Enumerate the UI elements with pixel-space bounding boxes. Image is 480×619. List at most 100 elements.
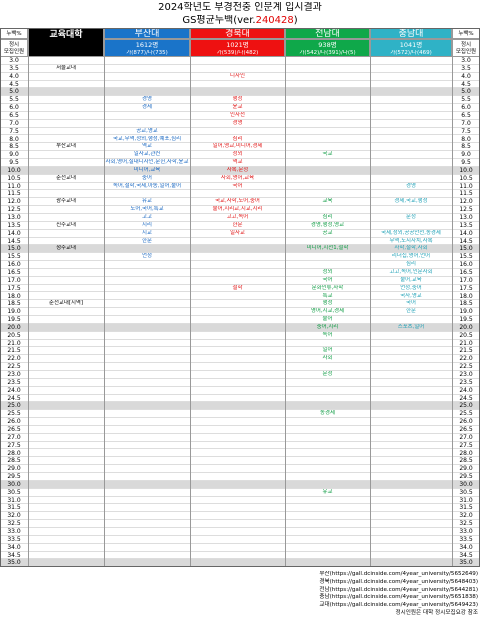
university-quota: 938명 가(542)/나(391)/다(5) [285, 39, 370, 57]
row-pct: 22.5 [7, 363, 21, 371]
row-pct: 21.0 [459, 339, 473, 347]
entry: 언정,중어 [400, 284, 422, 291]
row-pct: 14.0 [459, 229, 473, 237]
row-pct: 18.0 [7, 292, 21, 300]
row-pct: 22.0 [459, 355, 473, 363]
row-pct: 26.5 [7, 425, 21, 433]
row-pct: 12.5 [459, 206, 473, 214]
row-pct: 19.0 [459, 308, 473, 316]
table-row [0, 363, 480, 371]
table-row [0, 316, 480, 324]
entry: 인자전 [230, 111, 245, 118]
table-row [0, 143, 480, 152]
row-pct: 28.0 [459, 449, 473, 457]
row-pct: 3.5 [9, 64, 19, 72]
entry: 행정 [322, 300, 333, 307]
footer-line: 교대(https://gall.dcinside.com/4year_unive… [319, 602, 478, 609]
entry: 사회,영어,교육 [220, 174, 255, 181]
table-row [0, 88, 480, 97]
table-row [0, 402, 480, 411]
entry: 불어 [322, 316, 333, 323]
row-pct: 3.5 [461, 64, 471, 72]
footer: 부산(https://gall.dcinside.com/4year_unive… [0, 571, 478, 618]
entry: 독어 [322, 331, 333, 338]
row-pct: 11.0 [7, 182, 21, 190]
row-pct: 8.0 [9, 135, 19, 143]
entry: 한문 [232, 221, 243, 228]
row-pct: 7.0 [9, 119, 19, 127]
entry: 한문 [406, 308, 416, 315]
row-pct: 30.5 [459, 488, 473, 496]
table-row [0, 120, 480, 128]
entry: 언정 [142, 253, 152, 260]
table-row [0, 418, 480, 426]
table-row [0, 332, 480, 340]
entry: 디자인 [230, 72, 245, 79]
row-pct: 23.5 [7, 378, 21, 386]
entry: 춘천교대[지역] [49, 300, 83, 307]
table-row [0, 395, 480, 403]
table-row [0, 57, 480, 65]
row-pct: 17.0 [459, 276, 473, 284]
entry: 미디어,교육 [133, 166, 161, 173]
entry: 춘천교대 [56, 174, 76, 181]
quota-split: 가(877)/나(735) [126, 50, 168, 56]
entry: 고고,독어,인문사회 [389, 268, 433, 275]
row-pct: 20.0 [7, 323, 21, 331]
row-pct: 19.5 [7, 316, 21, 324]
row-pct: 24.0 [459, 386, 473, 394]
table-row [0, 285, 480, 293]
table-row [0, 214, 480, 222]
entry: 부산교대 [56, 143, 76, 150]
table-row [0, 300, 480, 309]
row-pct: 29.5 [459, 473, 473, 481]
row-pct: 27.0 [7, 433, 21, 441]
row-pct: 6.5 [461, 111, 471, 119]
entry: 지교 [142, 229, 152, 236]
row-pct: 8.5 [461, 143, 471, 151]
entry: 정외 [232, 151, 243, 158]
entry: 국사,영교 [400, 292, 422, 299]
row-pct: 32.0 [459, 512, 473, 520]
row-pct: 27.5 [459, 441, 473, 449]
row-pct: 5.5 [461, 96, 471, 104]
table-row [0, 434, 480, 442]
entry: 유교 [322, 488, 333, 495]
entry: 경영 [232, 119, 243, 126]
entry: 사학,철학,사회 [394, 245, 428, 252]
row-pct: 33.0 [7, 528, 21, 535]
quota-split: 가(539)/나(482) [216, 50, 259, 56]
entry: 국교 [322, 151, 333, 158]
entry: 국어 [406, 300, 416, 307]
row-pct: 19.5 [459, 316, 473, 324]
row-pct: 18.5 [7, 300, 21, 308]
entry: 독어,철학,국제,아동,일어,불어 [112, 182, 182, 189]
entry: 청주교대 [56, 245, 76, 252]
table-row [0, 355, 480, 364]
row-pct: 16.5 [459, 268, 473, 276]
table-row [0, 552, 480, 560]
row-pct: 6.0 [461, 104, 471, 112]
entry: 행정 [232, 96, 243, 103]
row-pct: 21.5 [7, 347, 21, 355]
quota-split: 가(572)/나(469) [390, 50, 432, 56]
table-row [0, 371, 480, 379]
entry: 일사교,관컨 [133, 151, 161, 158]
row-pct: 31.5 [7, 504, 21, 512]
entry: 국교,무역,정외,행정,예포,심리 [112, 135, 182, 142]
entry: 사복,문정 [226, 166, 249, 173]
table-row [0, 536, 480, 544]
table-row [0, 293, 480, 301]
row-pct: 32.0 [7, 512, 21, 520]
table-row [0, 96, 480, 105]
row-pct: 3.0 [9, 57, 19, 64]
quota-split: 가(542)/나(391)/다(5) [299, 50, 356, 56]
entry: 고고,독어 [226, 214, 249, 220]
university-quota: 1021명 가(539)/나(482) [190, 39, 285, 57]
table-row [0, 512, 480, 521]
table-row [0, 222, 480, 230]
row-pct: 29.5 [7, 473, 21, 481]
quota-total: 1041명 [399, 41, 423, 49]
entry: 일사교 [230, 229, 245, 236]
entry: 경영 [142, 96, 152, 103]
